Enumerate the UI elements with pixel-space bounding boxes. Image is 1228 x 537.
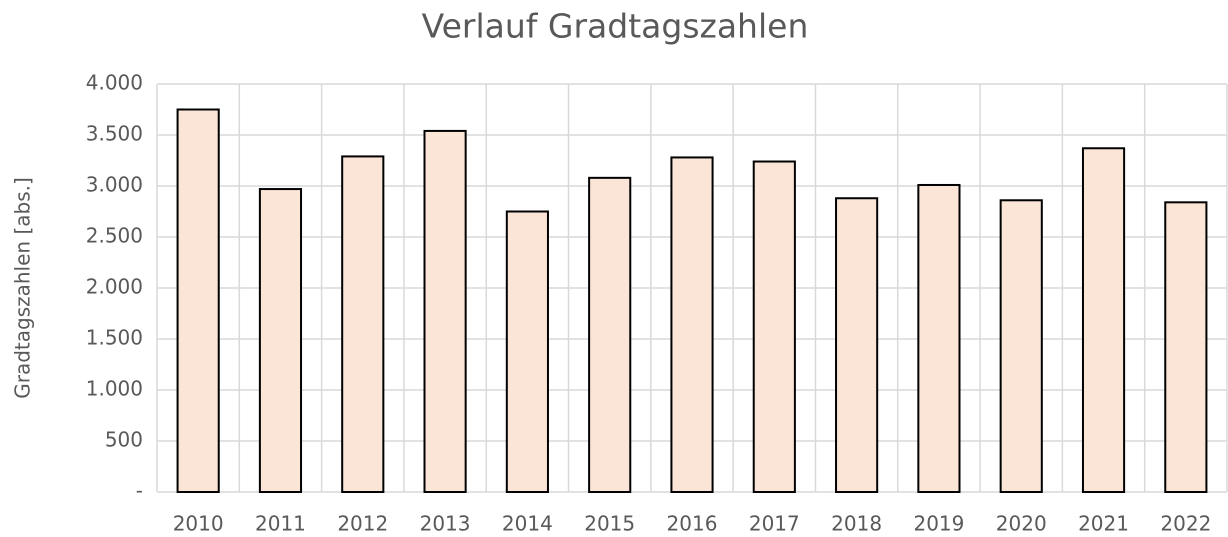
x-tick-label: 2020 <box>996 512 1047 536</box>
x-tick-label: 2013 <box>420 512 471 536</box>
chart-title: Verlauf Gradtagszahlen <box>422 7 809 46</box>
y-tick-label: 4.000 <box>86 71 143 95</box>
y-tick-label: 1.500 <box>86 326 143 350</box>
bar <box>1081 147 1126 493</box>
y-tick-label: 500 <box>105 428 143 452</box>
bar <box>1164 201 1208 493</box>
bar <box>258 188 303 493</box>
x-tick-label: 2019 <box>913 512 964 536</box>
bar <box>588 176 632 493</box>
y-axis-label: Gradtagszahlen [abs.] <box>11 177 35 399</box>
bar <box>752 160 796 494</box>
x-tick-label: 2021 <box>1078 512 1129 536</box>
y-tick-label: 3.500 <box>86 122 143 146</box>
bar <box>999 199 1043 493</box>
y-tick-label: 3.000 <box>86 173 143 197</box>
x-tick-label: 2016 <box>667 512 718 536</box>
bar <box>917 183 961 493</box>
bar <box>505 210 549 493</box>
y-tick-label: 2.000 <box>86 275 143 299</box>
bar <box>423 129 467 493</box>
bar <box>341 155 385 493</box>
x-tick-label: 2010 <box>173 512 224 536</box>
bar <box>835 197 879 494</box>
x-tick-label: 2017 <box>749 512 800 536</box>
y-tick-label: - <box>136 479 143 503</box>
y-tick-label: 1.000 <box>86 377 143 401</box>
y-tick-label: 2.500 <box>86 224 143 248</box>
bar <box>670 156 714 493</box>
x-tick-label: 2014 <box>502 512 553 536</box>
x-tick-label: 2012 <box>337 512 388 536</box>
bar <box>176 108 220 493</box>
x-tick-label: 2011 <box>255 512 306 536</box>
x-tick-label: 2018 <box>831 512 882 536</box>
x-tick-label: 2015 <box>584 512 635 536</box>
x-tick-label: 2022 <box>1160 512 1211 536</box>
